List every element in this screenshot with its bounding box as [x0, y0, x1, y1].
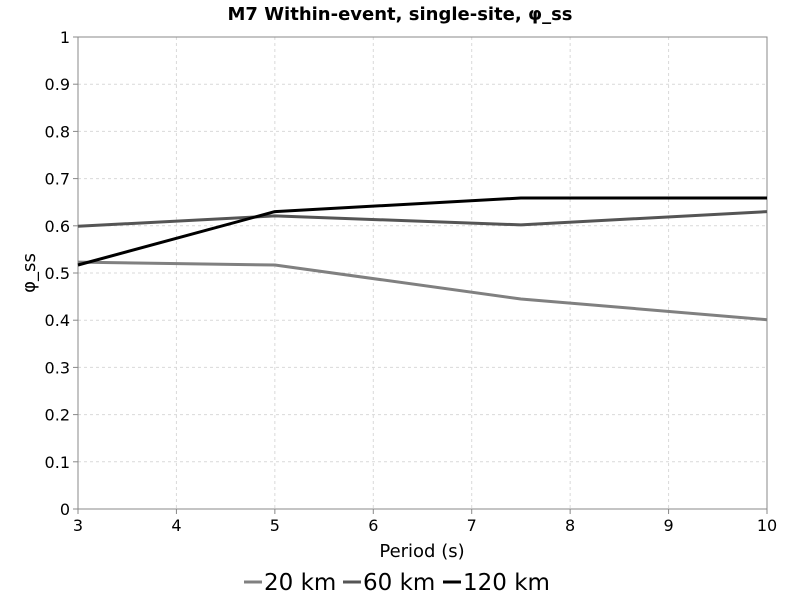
x-tick-label: 6	[368, 516, 378, 535]
chart-title: M7 Within-event, single-site, φ_ss	[227, 4, 572, 25]
y-tick-label: 0.9	[45, 75, 70, 94]
y-tick-label: 0	[60, 500, 70, 519]
y-tick-label: 0.2	[45, 406, 70, 425]
series-line-60-km	[77, 210, 768, 228]
y-tick-label: 0.1	[45, 453, 70, 472]
x-tick-label: 4	[171, 516, 181, 535]
y-axis: 0 0.1 0.2 0.3 0.4 0.5 0.6 0.7 0.8 0.9 1	[45, 28, 78, 519]
x-tick-label: 9	[663, 516, 673, 535]
y-tick-label: 0.5	[45, 264, 70, 283]
y-tick-label: 0.8	[45, 122, 70, 141]
x-tick-label: 5	[270, 516, 280, 535]
x-tick-label: 8	[565, 516, 575, 535]
x-tick-label: 3	[73, 516, 83, 535]
legend-label: 60 km	[363, 570, 435, 596]
x-tick-label: 7	[467, 516, 477, 535]
grid	[77, 36, 768, 510]
legend-label: 20 km	[264, 570, 336, 596]
y-tick-label: 0.6	[45, 217, 70, 236]
x-tick-label: 10	[757, 516, 777, 535]
y-tick-label: 0.3	[45, 358, 70, 377]
y-tick-label: 1	[60, 28, 70, 47]
series-line-20-km	[77, 260, 768, 322]
x-axis: 3 4 5 6 7 8 9 10	[73, 509, 777, 535]
legend: 20 km 60 km 120 km	[244, 570, 550, 596]
x-axis-label: Period (s)	[379, 541, 464, 562]
y-tick-label: 0.7	[45, 170, 70, 189]
y-tick-label: 0.4	[45, 311, 70, 330]
series-line-120-km	[77, 196, 767, 267]
series-group	[77, 196, 768, 322]
y-axis-label: φ_ss	[19, 253, 40, 293]
legend-label: 120 km	[463, 570, 550, 596]
